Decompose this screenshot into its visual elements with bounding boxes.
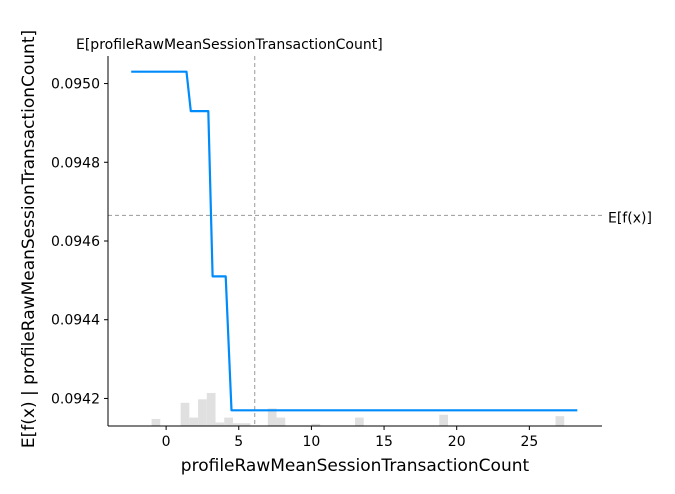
reference-lines [108,56,602,426]
y-ticks: 0.0942 0.0944 0.0946 0.0948 0.0950 [51,77,108,407]
x-ticks: 0 5 10 15 20 25 [162,426,538,450]
histogram-bar-5 [215,422,225,426]
histogram-bar-14 [555,416,565,426]
y-tick-label: 0.0942 [51,391,100,407]
y-tick-label: 0.0944 [51,313,100,329]
histogram-bar-8 [241,423,251,426]
y-tick-label: 0.0946 [51,234,100,250]
x-axis-label: profileRawMeanSessionTransactionCount [181,456,530,476]
x-tick-label: 5 [234,434,243,450]
histogram-bar-0 [151,418,161,426]
histogram-bar-11 [311,423,321,426]
histogram-bar-9 [267,408,277,426]
x-tick-label: 20 [448,434,466,450]
x-tick-label: 15 [375,434,393,450]
histogram-bar-4 [206,392,216,426]
histogram-bar-2 [189,417,199,426]
x-tick-label: 25 [520,434,538,450]
histogram-bar-1 [180,402,190,426]
expected-model-output-label: E[f(x)] [608,210,652,226]
y-axis-label: E[f(x) | profileRawMeanSessionTransactio… [19,30,39,448]
histogram-bar-3 [198,399,207,426]
series-layer [131,70,578,412]
x-tick-label: 10 [302,434,320,450]
axes [107,56,602,427]
histogram-bar-6 [224,417,233,426]
y-tick-label: 0.0948 [51,155,100,171]
x-tick-label: 0 [162,434,171,450]
y-tick-label: 0.0950 [51,77,100,93]
histogram-bar-12 [355,417,364,426]
series-line-0 [131,70,578,412]
histogram-bar-7 [232,423,242,426]
histogram-bar-13 [439,414,448,426]
histogram-bar-10 [276,417,286,426]
histogram [151,392,565,426]
expected-feature-value-label: E[profileRawMeanSessionTransactionCount] [76,37,383,53]
